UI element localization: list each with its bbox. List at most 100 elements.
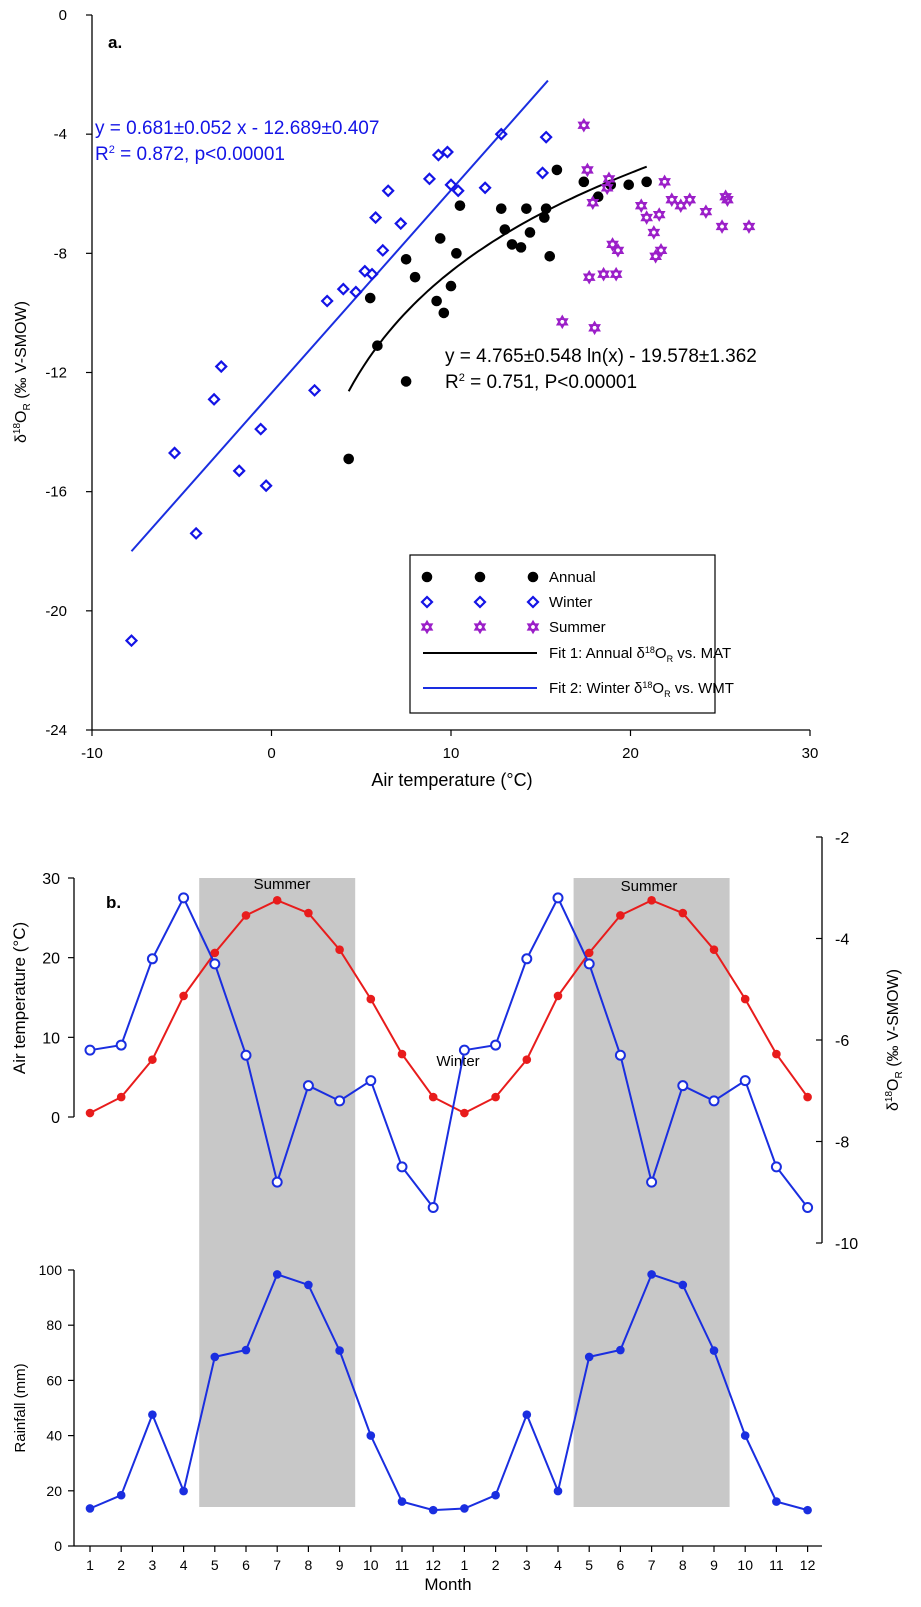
isotope-point-13 xyxy=(490,1039,502,1051)
summer-point-11-tri-up xyxy=(611,243,625,255)
rainfall-point-14 xyxy=(522,1410,532,1419)
summer-point-4 xyxy=(586,195,600,210)
summer-point-5-tri-up xyxy=(588,320,601,332)
legend-summer-marker-2 xyxy=(526,619,540,635)
month-tick-label-10: 11 xyxy=(395,1557,410,1573)
isotope-point-17 xyxy=(614,1049,626,1061)
isotope-point-20 xyxy=(708,1095,720,1107)
temp-tick-label-3: 30 xyxy=(42,871,60,888)
summer-point-13-tri-up xyxy=(640,210,654,222)
temp-axis-title: Air temperature (°C) xyxy=(10,922,29,1074)
isotope-point-16 xyxy=(583,958,595,970)
panel-a-points xyxy=(124,117,756,648)
annual-point-3 xyxy=(400,253,412,265)
rain-tick-label-2: 40 xyxy=(46,1428,62,1444)
month-tick-label-8: 9 xyxy=(336,1557,344,1573)
summer-point-26-tri-up xyxy=(742,219,756,231)
isotope-point-3 xyxy=(178,892,190,904)
panel-a-ticks: -10 0 10 20 30 0 -4 -8 -12 -16 -20 -24 xyxy=(45,7,818,762)
temperature-point-8 xyxy=(335,945,344,954)
summer-point-11 xyxy=(611,243,625,258)
summer-point-13 xyxy=(640,210,654,225)
month-tick-label-7: 8 xyxy=(305,1557,313,1573)
winter-point-0 xyxy=(124,634,139,648)
summer-shading xyxy=(199,878,730,1507)
legend-fit1-label: Fit 1: Annual δ18OR vs. MAT xyxy=(549,645,731,664)
legend-winter-marker-0 xyxy=(420,595,434,609)
summer-point-13-tri-down xyxy=(640,213,654,225)
annual-point-16 xyxy=(521,203,532,214)
a-xtick-label-3: 20 xyxy=(622,745,639,762)
a-xtick-label-0: -10 xyxy=(81,745,103,762)
isotope-point-1 xyxy=(115,1039,127,1051)
annual-point-18 xyxy=(539,212,550,223)
summer-point-9-tri-down xyxy=(606,240,619,252)
summer-point-6-tri-up xyxy=(597,266,610,278)
legend-summer-marker-0 xyxy=(420,619,434,635)
summer-point-16 xyxy=(652,207,666,222)
temperature-point-12 xyxy=(460,1108,469,1118)
month-tick-label-18: 7 xyxy=(648,1557,656,1573)
annual-point-22 xyxy=(578,176,590,188)
a-xtick-label-4: 30 xyxy=(802,745,819,762)
panel-b-ticks: 1 2 3 4 5 6 7 8 9 10 11 12 1 2 3 4 5 6 7 8 9 10 11 120102030-2-… xyxy=(39,830,859,1573)
rainfall-point-8 xyxy=(335,1346,344,1355)
summer-point-25 xyxy=(721,192,734,208)
a-ytick-label-1: -4 xyxy=(54,126,67,143)
winter-point-20 xyxy=(440,145,454,159)
summer-point-7-tri-up xyxy=(600,180,614,192)
a-xtick-label-1: 0 xyxy=(267,745,275,762)
annual-point-0 xyxy=(343,453,354,465)
summer-point-0 xyxy=(555,314,569,330)
month-tick-label-16: 5 xyxy=(585,1557,593,1573)
legend-box xyxy=(409,554,716,714)
iso-tick-label-1: -4 xyxy=(835,932,849,949)
summer-label-1: Summer xyxy=(254,876,311,893)
summer-point-10-tri-up xyxy=(609,266,623,278)
summer-point-8-tri-down xyxy=(602,175,616,187)
winter-point-26 xyxy=(539,130,553,144)
isotope-point-10 xyxy=(396,1161,408,1173)
annual-point-10 xyxy=(451,248,462,259)
summer-point-15-tri-down xyxy=(649,252,662,264)
winter-point-25 xyxy=(535,166,550,180)
summer-point-15-tri-up xyxy=(649,249,662,260)
temperature-point-15 xyxy=(553,991,563,1001)
legend-summer-marker-1-tri-down xyxy=(473,623,487,635)
summer-point-7 xyxy=(600,180,614,196)
summer-point-25-tri-up xyxy=(721,192,734,204)
month-tick-label-15: 4 xyxy=(554,1557,562,1573)
annual-point-15 xyxy=(515,242,527,253)
rain-tick-label-0: 0 xyxy=(54,1538,62,1554)
summer-point-5-tri-down xyxy=(588,324,601,336)
fit1-equation: y = 4.765±0.548 ln(x) - 19.578±1.362 xyxy=(445,346,757,367)
summer-point-3-tri-down xyxy=(582,273,596,285)
legend-summer-marker-2-tri-up xyxy=(526,619,540,631)
summer-point-16-tri-up xyxy=(652,207,666,219)
rainfall-point-11 xyxy=(428,1505,438,1515)
winter-point-3 xyxy=(207,392,221,406)
month-tick-label-9: 10 xyxy=(363,1557,379,1573)
summer-point-23 xyxy=(715,219,729,234)
summer-point-25-tri-down xyxy=(721,196,734,208)
summer-point-14-tri-down xyxy=(647,228,661,240)
panel-b-label: b. xyxy=(106,893,121,912)
rainfall-point-1 xyxy=(116,1490,126,1500)
isotope-point-7 xyxy=(302,1080,314,1092)
temperature-point-2 xyxy=(148,1055,157,1064)
isotope-point-19 xyxy=(677,1080,689,1092)
month-tick-label-13: 2 xyxy=(492,1557,500,1573)
annual-point-13 xyxy=(499,224,511,235)
temperature-point-6 xyxy=(272,896,282,905)
temperature-point-10 xyxy=(397,1049,407,1059)
fit1-r2: R2 = 0.751, P<0.00001 xyxy=(445,372,637,393)
a-xtick-label-2: 10 xyxy=(443,745,460,762)
summer-point-1-tri-up xyxy=(577,117,591,129)
temperature-point-9 xyxy=(366,994,376,1004)
month-tick-label-20: 9 xyxy=(710,1557,718,1573)
temperature-point-17 xyxy=(616,911,625,920)
panel-a-scatter: a. -10 0 10 20 30 0 -4 -8 -12 -16 -20 -24 Air tempe… xyxy=(12,7,818,790)
rainfall-point-9 xyxy=(366,1431,376,1440)
rain-tick-label-4: 80 xyxy=(46,1317,62,1333)
summer-point-10-tri-down xyxy=(609,270,623,282)
